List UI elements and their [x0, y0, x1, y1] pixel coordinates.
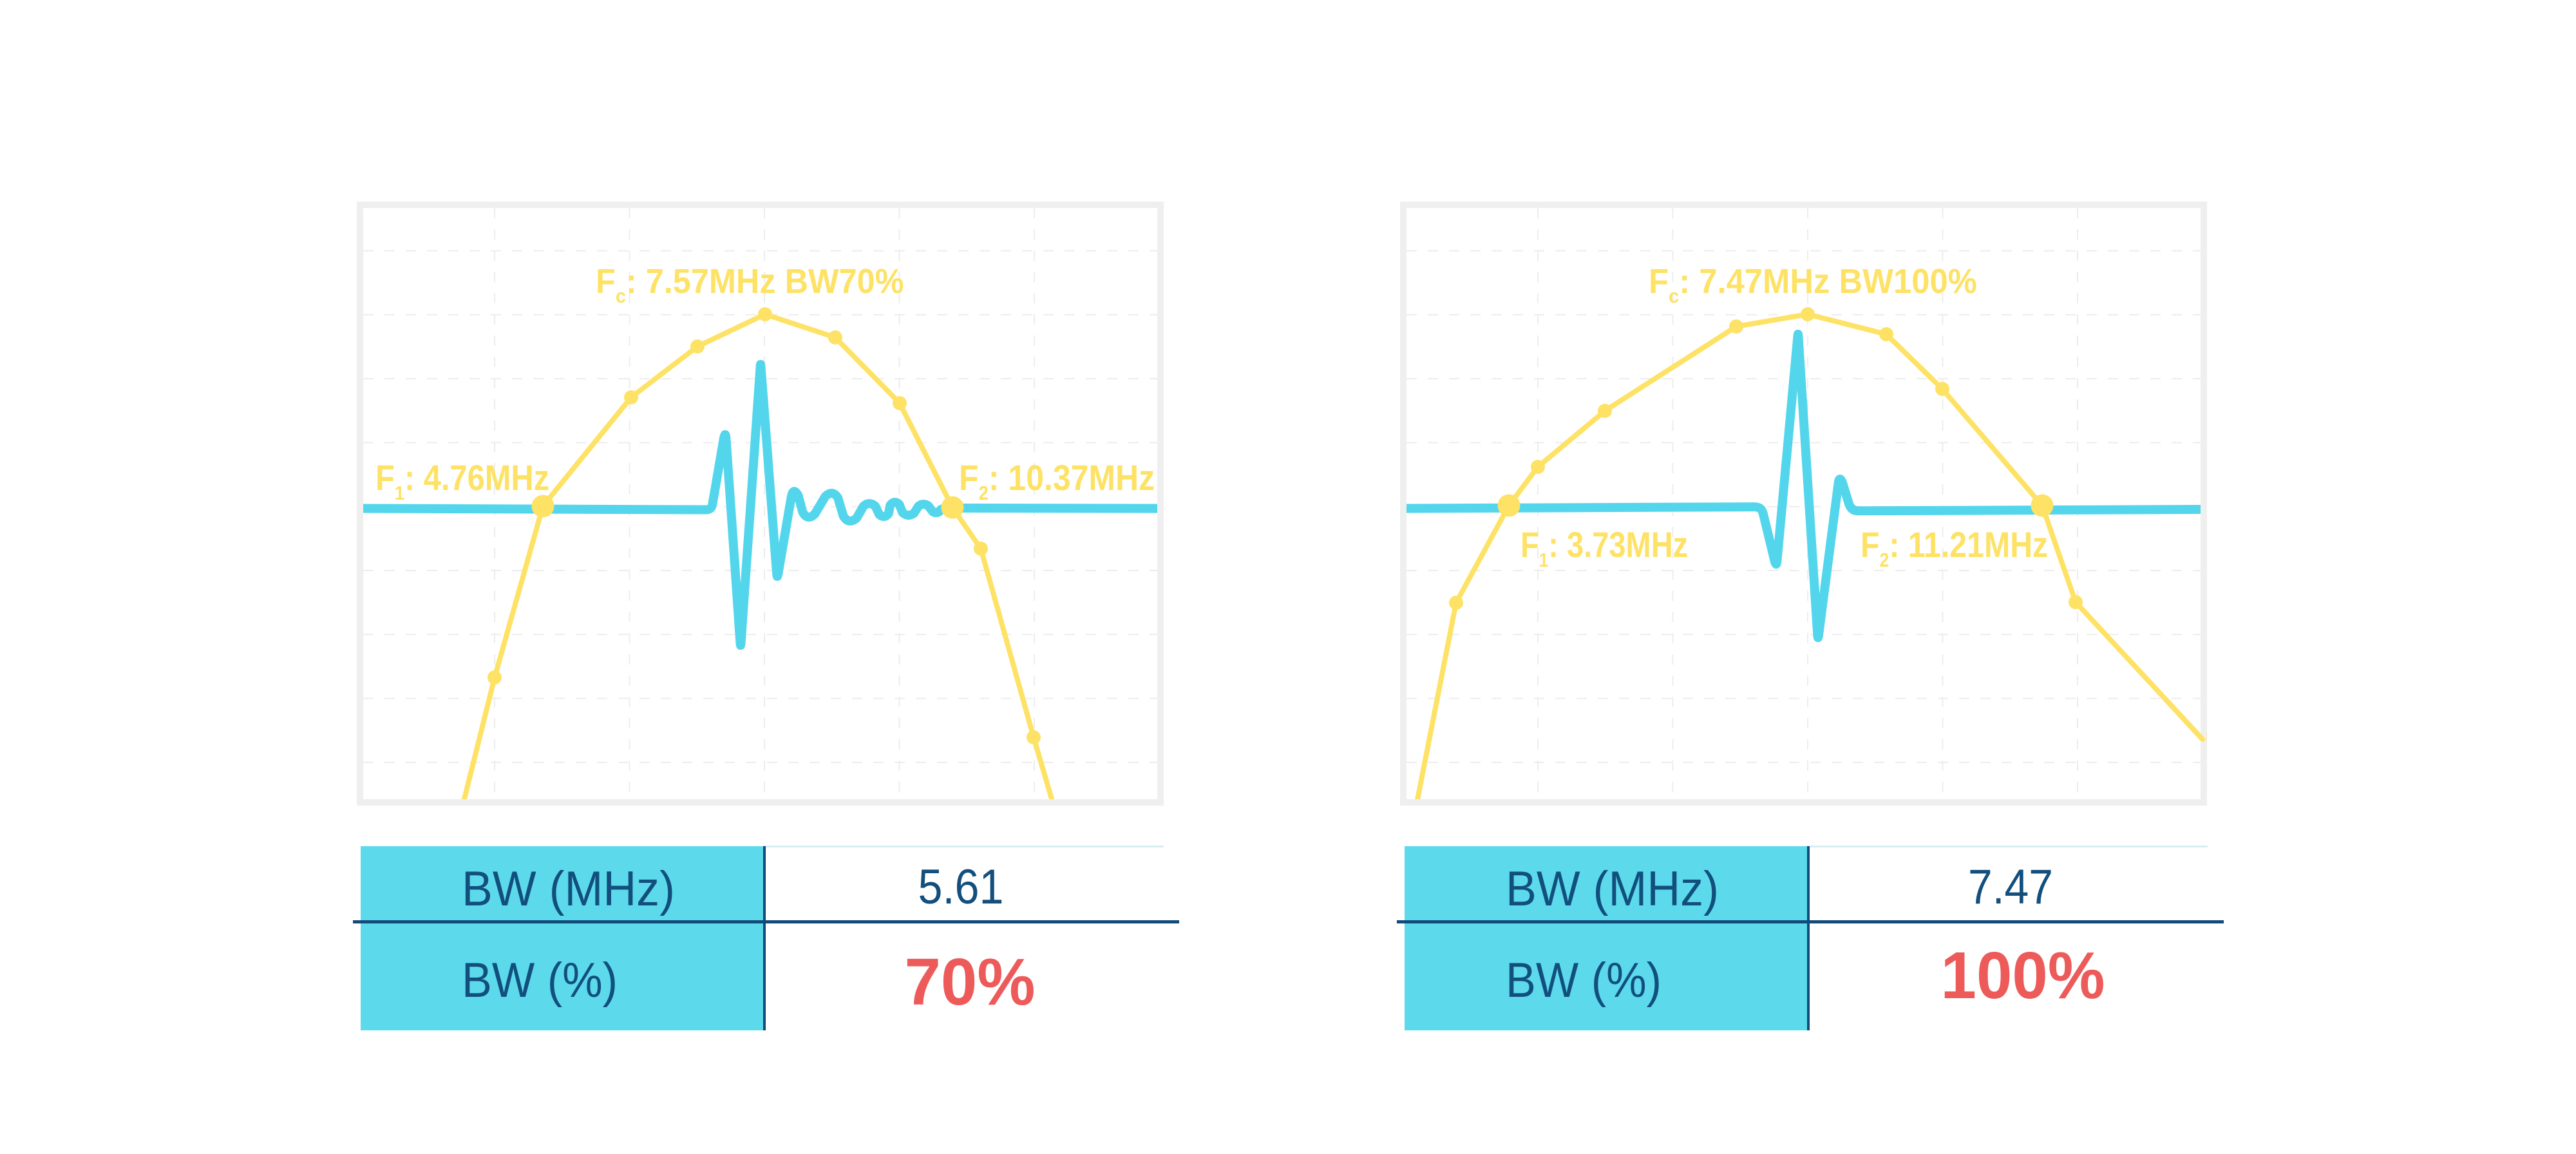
svg-text:70%: 70%	[905, 945, 1036, 1019]
svg-text:7.47: 7.47	[1968, 860, 2053, 914]
svg-text:BW (MHz): BW (MHz)	[462, 862, 675, 916]
svg-text:BW (%): BW (%)	[462, 953, 618, 1008]
svg-text:5.61: 5.61	[918, 860, 1004, 914]
svg-text:BW (%): BW (%)	[1506, 953, 1662, 1008]
svg-text:100%: 100%	[1941, 938, 2105, 1012]
svg-text:BW (MHz): BW (MHz)	[1506, 862, 1719, 916]
